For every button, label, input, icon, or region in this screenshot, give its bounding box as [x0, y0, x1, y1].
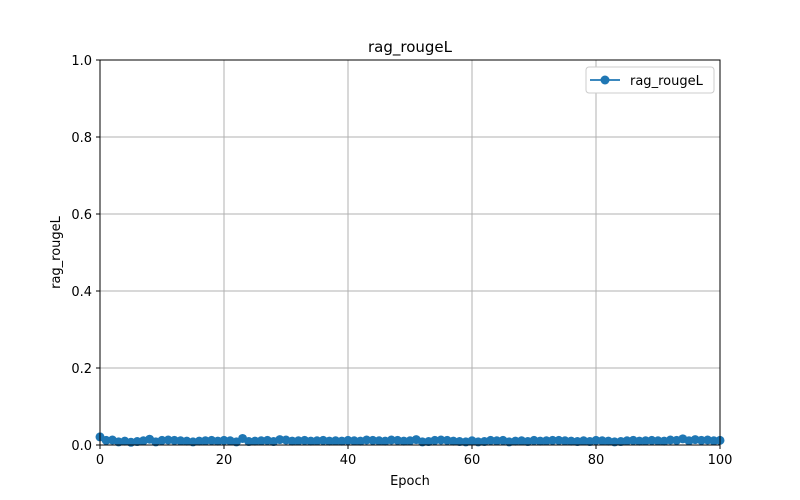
plot-frame	[99, 59, 721, 446]
legend-marker	[600, 75, 610, 85]
x-tick-label: 20	[216, 453, 233, 468]
y-tick-label: 0.8	[71, 131, 92, 146]
x-tick-label: 100	[708, 453, 733, 468]
legend: rag_rougeL	[585, 66, 715, 94]
x-tick-label: 0	[96, 453, 104, 468]
grid-layer	[99, 59, 721, 446]
x-tick-label: 60	[464, 453, 481, 468]
data-point	[548, 435, 558, 445]
x-tick-label: 80	[588, 453, 605, 468]
y-axis-title: rag_rougeL	[49, 215, 64, 289]
y-tick-label: 1.0	[71, 54, 92, 69]
x-tick-label: 40	[340, 453, 357, 468]
tick-layer: 0 20 40 60 80 100 0.0 0.2 0.4 0.6 0.8 1.0	[71, 54, 732, 468]
legend-label: rag_rougeL	[630, 74, 704, 89]
chart-title: rag_rougeL	[368, 38, 453, 57]
plot-area	[100, 60, 720, 445]
series-layer	[95, 432, 725, 447]
y-tick-label: 0.4	[71, 285, 92, 300]
y-tick-label: 0.6	[71, 208, 92, 223]
y-tick-label: 0.2	[71, 362, 92, 377]
y-tick-label: 0.0	[71, 439, 92, 454]
x-axis-title: Epoch	[390, 474, 430, 489]
legend-box	[585, 66, 715, 94]
